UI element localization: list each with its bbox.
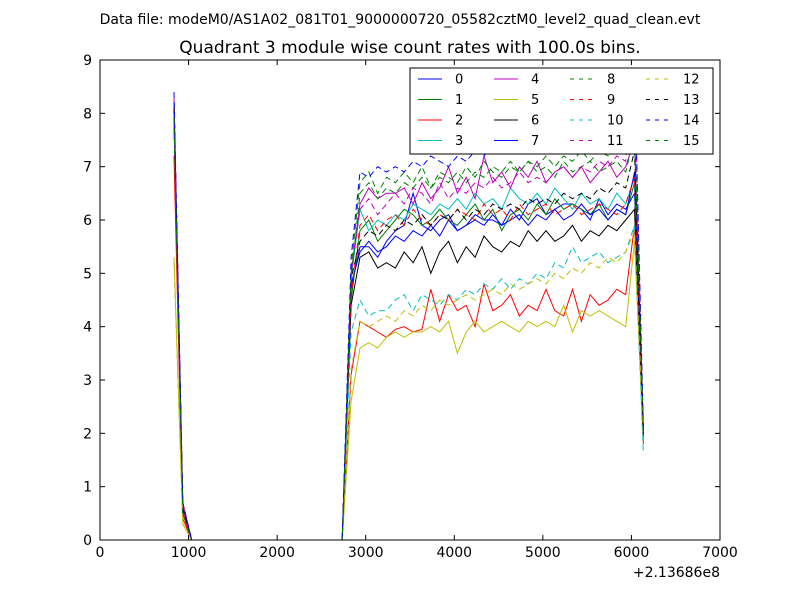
series-line-10 [173, 113, 644, 541]
x-tick-label: 1000 [171, 545, 207, 561]
y-tick-label: 5 [83, 266, 92, 282]
series-line-12 [173, 230, 644, 541]
series-line-9 [173, 123, 644, 541]
x-tick-label: 6000 [614, 545, 650, 561]
series-line-4 [173, 97, 644, 541]
y-tick-label: 3 [83, 373, 92, 389]
legend-label-10: 10 [607, 114, 624, 129]
legend-label-7: 7 [531, 134, 539, 149]
legend-label-3: 3 [455, 134, 463, 149]
legend-label-13: 13 [683, 93, 700, 108]
legend-label-5: 5 [531, 93, 539, 108]
y-tick-label: 2 [83, 426, 92, 442]
legend-label-11: 11 [607, 134, 624, 149]
chart-title: Quadrant 3 module wise count rates with … [179, 38, 640, 58]
series-line-15 [173, 118, 644, 541]
y-tick-label: 1 [83, 480, 92, 496]
datafile-label: Data file: modeM0/AS1A02_081T01_90000007… [100, 12, 701, 28]
legend-label-0: 0 [455, 73, 463, 88]
y-tick-label: 9 [83, 53, 92, 69]
y-tick-label: 4 [83, 320, 92, 336]
series-line-13 [173, 107, 644, 541]
series-line-1 [173, 123, 644, 541]
legend-label-14: 14 [683, 114, 700, 129]
x-tick-label: 2000 [259, 545, 295, 561]
series-line-8 [173, 113, 644, 541]
legend-label-15: 15 [683, 134, 700, 149]
series-line-0 [173, 102, 644, 541]
series-line-11 [173, 75, 644, 541]
x-tick-label: 4000 [436, 545, 472, 561]
legend-label-8: 8 [607, 73, 615, 88]
legend-label-1: 1 [455, 93, 463, 108]
series-line-5 [173, 241, 644, 541]
x-tick-label: 0 [96, 545, 105, 561]
series-line-6 [173, 107, 644, 541]
legend-label-12: 12 [683, 73, 700, 88]
x-tick-label: 7000 [702, 545, 738, 561]
x-tick-label: 5000 [525, 545, 561, 561]
legend-label-4: 4 [531, 73, 539, 88]
series-line-3 [173, 113, 644, 541]
y-tick-label: 6 [83, 213, 92, 229]
y-tick-label: 8 [83, 106, 92, 122]
y-tick-label: 7 [83, 160, 92, 176]
y-tick-label: 0 [83, 533, 92, 549]
legend-label-9: 9 [607, 93, 615, 108]
x-tick-label: 3000 [348, 545, 384, 561]
legend-label-2: 2 [455, 114, 463, 129]
legend-box [409, 67, 714, 155]
plot-frame [99, 59, 721, 541]
series-layer [173, 68, 644, 541]
legend-label-6: 6 [531, 114, 539, 129]
x-offset-label: +2.13686e8 [633, 565, 720, 581]
